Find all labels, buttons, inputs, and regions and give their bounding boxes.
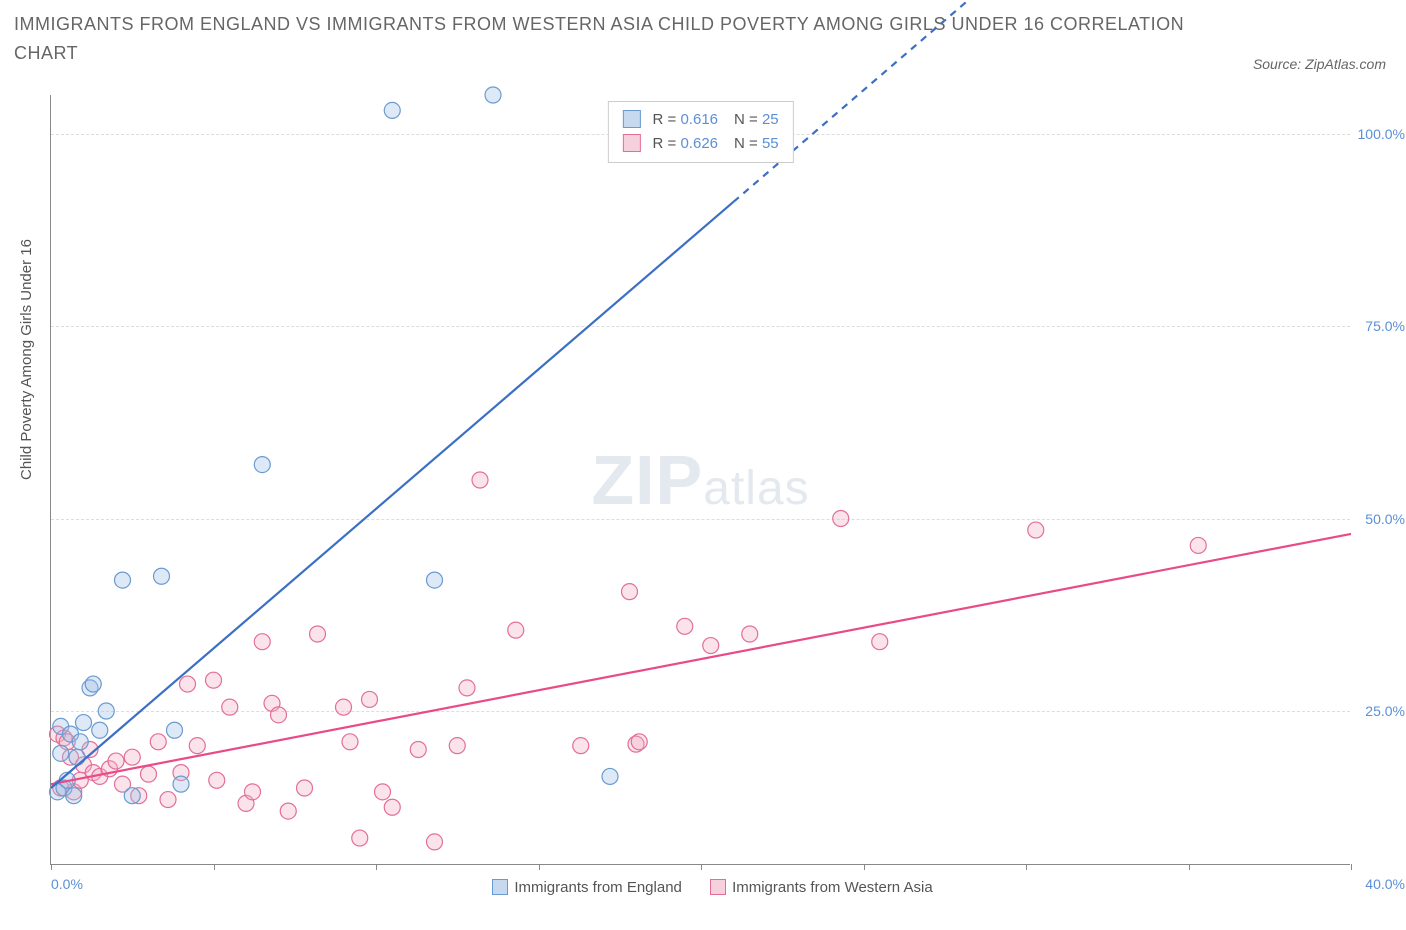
x-min-label: 0.0% — [51, 876, 83, 892]
legend-label-england: Immigrants from England — [514, 879, 682, 896]
chart-title: IMMIGRANTS FROM ENGLAND VS IMMIGRANTS FR… — [14, 10, 1206, 68]
legend-swatch-icon — [710, 879, 726, 895]
n-value-england: 25 — [762, 111, 779, 128]
legend-swatch-western-asia — [622, 134, 640, 152]
r-value-england: 0.616 — [680, 111, 718, 128]
legend-row-england: R = 0.616N = 25 — [622, 108, 778, 132]
legend-swatch-england — [622, 110, 640, 128]
r-value-western-asia: 0.626 — [680, 135, 718, 152]
scatter-svg — [51, 95, 1350, 864]
legend-row-western-asia: R = 0.626N = 55 — [622, 132, 778, 156]
n-value-western-asia: 55 — [762, 135, 779, 152]
chart-plot-area: ZIPatlas 25.0%50.0%75.0%100.0% R = 0.616… — [50, 95, 1350, 865]
y-axis-label: Child Poverty Among Girls Under 16 — [18, 239, 35, 480]
legend-label-western-asia: Immigrants from Western Asia — [732, 879, 933, 896]
correlation-legend: R = 0.616N = 25 R = 0.626N = 55 — [607, 101, 793, 163]
source-attribution: Source: ZipAtlas.com — [1253, 56, 1386, 72]
series-legend: Immigrants from England Immigrants from … — [51, 879, 1350, 896]
x-max-label: 40.0% — [1365, 876, 1405, 892]
legend-swatch-icon — [492, 879, 508, 895]
